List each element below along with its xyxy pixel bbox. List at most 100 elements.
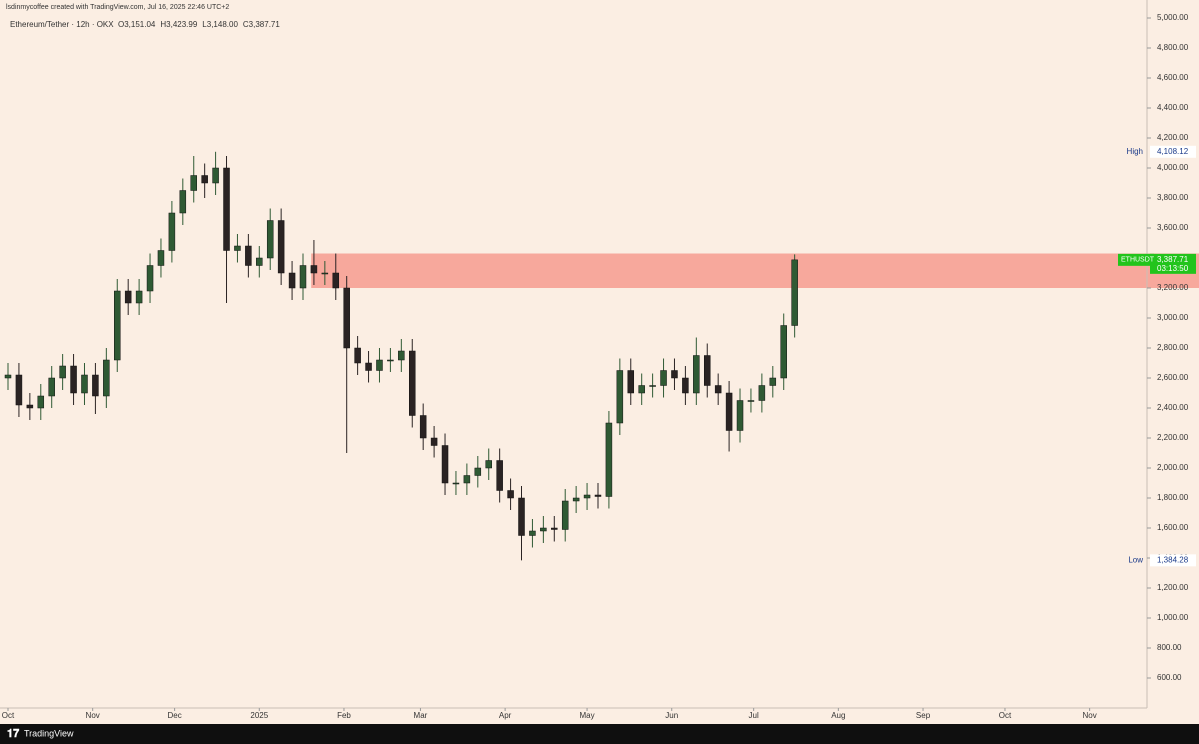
- x-tick-label: Mar: [414, 711, 428, 720]
- marker-name: High: [1127, 147, 1143, 156]
- y-tick-label: 5,000.00: [1157, 13, 1189, 22]
- x-tick-label: Oct: [2, 711, 15, 720]
- candle-body: [15, 374, 23, 406]
- candle-body: [321, 272, 329, 275]
- y-tick-label: 2,600.00: [1157, 373, 1189, 382]
- candle-body: [758, 385, 766, 401]
- candle-body: [114, 290, 121, 361]
- candle-body: [343, 287, 350, 349]
- marker-label: 1,384.28: [1157, 555, 1189, 564]
- ohlc-value: L3,148.00: [202, 20, 238, 29]
- candle-body: [638, 385, 645, 394]
- x-tick-label: Aug: [831, 711, 845, 720]
- marker-box: [1150, 145, 1196, 158]
- candle-body: [551, 527, 558, 530]
- candle-body: [660, 370, 667, 386]
- candle-body: [92, 374, 99, 397]
- y-tick-label: 2,200.00: [1157, 433, 1189, 442]
- candle-body: [103, 359, 110, 397]
- candle-body: [463, 475, 471, 484]
- candle-body: [452, 482, 460, 485]
- candle-body: [725, 392, 733, 431]
- x-tick-label: Apr: [499, 711, 512, 720]
- marker-name: Low: [1128, 555, 1143, 564]
- candle-body: [190, 175, 197, 191]
- candle-body: [70, 365, 77, 394]
- y-tick-label: 3,000.00: [1157, 313, 1189, 322]
- candle-body: [332, 272, 340, 289]
- candle-body: [441, 445, 449, 484]
- candle-body: [376, 359, 383, 371]
- y-tick-label: 600.00: [1157, 673, 1182, 682]
- marker-box: [1150, 554, 1196, 567]
- candle-body: [387, 359, 394, 362]
- candle-body: [223, 167, 230, 251]
- x-tick-label: Dec: [168, 711, 182, 720]
- marker-label: 4,108.12: [1157, 147, 1189, 156]
- candle-body: [354, 347, 361, 364]
- x-tick-label: Feb: [337, 711, 351, 720]
- candle-body: [168, 212, 176, 251]
- y-tick-label: 1,200.00: [1157, 583, 1189, 592]
- candle-body: [398, 350, 405, 361]
- x-tick-label: Sep: [916, 711, 931, 720]
- x-tick-label: Jun: [665, 711, 678, 720]
- candle-body: [234, 245, 241, 251]
- brand: TradingView: [24, 728, 74, 738]
- candle-body: [256, 257, 263, 266]
- y-tick-label: 4,800.00: [1157, 43, 1189, 52]
- candle-body: [583, 494, 591, 499]
- candle-body: [4, 374, 12, 379]
- candle-body: [572, 497, 580, 502]
- symbol-box: [1118, 253, 1154, 266]
- y-tick-label: 800.00: [1157, 643, 1182, 652]
- candle-body: [649, 385, 656, 387]
- candle-body: [485, 460, 492, 469]
- y-tick-label: 4,400.00: [1157, 103, 1189, 112]
- candle-body: [682, 377, 689, 394]
- ohlc-value: C3,387.71: [243, 20, 280, 29]
- candle-body: [703, 355, 711, 386]
- candle-body: [266, 220, 274, 259]
- candle-body: [245, 245, 252, 266]
- candle-body: [124, 290, 132, 304]
- candle-body: [146, 265, 154, 292]
- ohlc-value: H3,423.99: [160, 20, 197, 29]
- candle-body: [474, 467, 482, 476]
- candle-body: [409, 350, 416, 416]
- candle-body: [26, 404, 34, 409]
- last-price-label: 3,387.71: [1157, 255, 1189, 264]
- candle-body: [135, 290, 143, 304]
- candle-body: [518, 497, 525, 536]
- y-tick-label: 2,400.00: [1157, 403, 1189, 412]
- candle-body: [81, 374, 88, 394]
- candle-body: [529, 530, 536, 536]
- y-tick-label: 3,600.00: [1157, 223, 1189, 232]
- candle-body: [736, 400, 744, 431]
- x-tick-label: Oct: [999, 711, 1012, 720]
- candle-body: [791, 259, 798, 326]
- credit: lsdinmycoffee created with TradingView.c…: [6, 4, 229, 11]
- y-tick-label: 1,800.00: [1157, 493, 1189, 502]
- candle-body: [59, 365, 66, 379]
- candle-body: [299, 265, 307, 289]
- x-tick-label: May: [579, 711, 594, 720]
- candle-body: [594, 494, 602, 497]
- y-tick-label: 2,800.00: [1157, 343, 1189, 352]
- candle-body: [157, 250, 165, 266]
- resistance-zone: [311, 253, 1147, 288]
- chart-title: Ethereum/Tether · 12h · OKX: [10, 20, 114, 29]
- candle-body: [540, 527, 547, 532]
- y-tick-label: 4,200.00: [1157, 133, 1189, 142]
- candle-body: [310, 265, 318, 274]
- candle-body: [179, 190, 187, 214]
- y-tick-label: 4,000.00: [1157, 163, 1189, 172]
- symbol-label: ETHUSDT: [1121, 257, 1155, 264]
- candle-body: [627, 370, 635, 394]
- candle-body: [616, 370, 624, 424]
- candle-body: [605, 422, 613, 497]
- ohlc-value: O3,151.04: [118, 20, 156, 29]
- candle-body: [212, 167, 219, 184]
